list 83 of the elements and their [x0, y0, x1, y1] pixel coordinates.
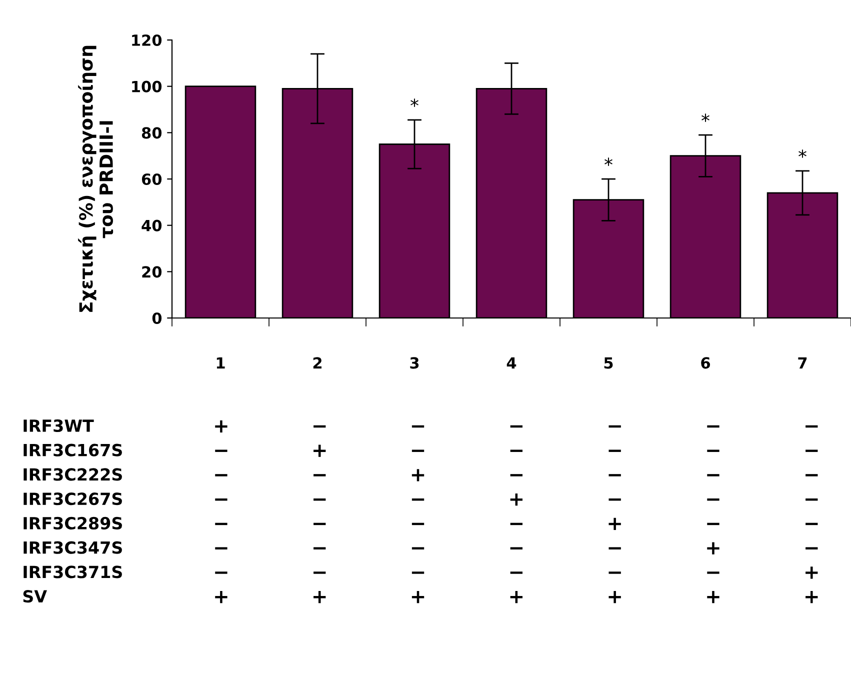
category-label: IRF3C267S: [24, 492, 122, 506]
text: −: [806, 547, 818, 550]
text: −: [412, 547, 424, 550]
text: +: [707, 542, 720, 554]
text: +: [314, 590, 326, 604]
category-label: IRF3C371S: [24, 566, 122, 578]
text: +: [314, 444, 326, 457]
y-axis-title: Σχετική (%) ενεργοποίηση του PRDIII-I: [78, 46, 114, 312]
text: −: [215, 474, 228, 476]
text: −: [215, 547, 228, 550]
y-tick-label: 20: [142, 266, 162, 278]
y-tick-label: 40: [142, 220, 162, 232]
category-label: IRF3C289S: [24, 516, 122, 530]
text: −: [314, 498, 326, 501]
text: −: [412, 572, 424, 574]
text: −: [608, 450, 621, 452]
category-label: IRF3C167S: [24, 444, 122, 456]
text: −: [510, 425, 523, 428]
text: −: [707, 425, 720, 428]
text: −: [510, 572, 523, 574]
text: +: [806, 566, 818, 579]
text: −: [412, 425, 424, 428]
y-tick-label: 0: [152, 312, 162, 324]
text: −: [806, 450, 818, 452]
category-label: IRF3WT: [24, 419, 94, 432]
text: −: [510, 474, 523, 476]
category-label: IRF3C222S: [24, 468, 122, 481]
y-tick-label: 60: [142, 173, 162, 186]
x-tick-label: 1: [216, 357, 225, 368]
text: −: [608, 572, 621, 574]
text: −: [608, 425, 621, 428]
x-tick-label: 7: [798, 357, 807, 368]
text: +: [510, 590, 523, 604]
text: −: [412, 450, 424, 452]
text: −: [215, 522, 228, 526]
text: −: [707, 450, 720, 452]
text: +: [806, 590, 818, 604]
x-tick-label: 2: [313, 357, 322, 368]
text: +: [707, 590, 720, 604]
text: +: [608, 590, 621, 604]
text: −: [806, 522, 818, 526]
text: −: [806, 498, 818, 501]
annotation: *: [410, 98, 418, 107]
annotation: *: [604, 158, 612, 166]
text: −: [510, 547, 523, 550]
text: +: [510, 493, 523, 506]
text: −: [707, 498, 720, 501]
category-label: SV: [23, 590, 47, 603]
x-tick-label: 3: [410, 357, 419, 369]
text: −: [314, 572, 326, 574]
text: −: [510, 450, 523, 452]
text: −: [215, 498, 228, 501]
text: −: [215, 450, 228, 452]
text: +: [215, 590, 228, 604]
annotation: *: [702, 114, 710, 122]
text: −: [707, 474, 720, 476]
text: −: [314, 547, 326, 550]
x-tick-label: 4: [506, 357, 516, 368]
text: −: [806, 425, 818, 428]
text: −: [707, 572, 720, 574]
text: +: [608, 518, 621, 530]
text: −: [412, 522, 424, 526]
y-tick-label: 100: [132, 80, 162, 92]
text: −: [806, 474, 818, 476]
text: +: [412, 469, 424, 482]
annotation: *: [798, 150, 806, 158]
text: −: [314, 425, 326, 428]
text: −: [707, 522, 720, 526]
y-tick-label: 120: [132, 34, 162, 46]
text: −: [314, 522, 326, 526]
text: −: [314, 474, 326, 476]
text: −: [412, 498, 424, 501]
x-tick-label: 6: [701, 357, 710, 369]
text: +: [215, 420, 228, 433]
y-tick-label: 80: [142, 127, 162, 139]
category-label: IRF3C347S: [24, 541, 122, 554]
x-tick-label: 5: [604, 357, 613, 369]
text: +: [412, 590, 424, 604]
text: −: [608, 474, 621, 476]
text: −: [215, 572, 228, 574]
text: −: [608, 547, 621, 550]
text: −: [510, 522, 523, 526]
text: −: [608, 498, 621, 501]
